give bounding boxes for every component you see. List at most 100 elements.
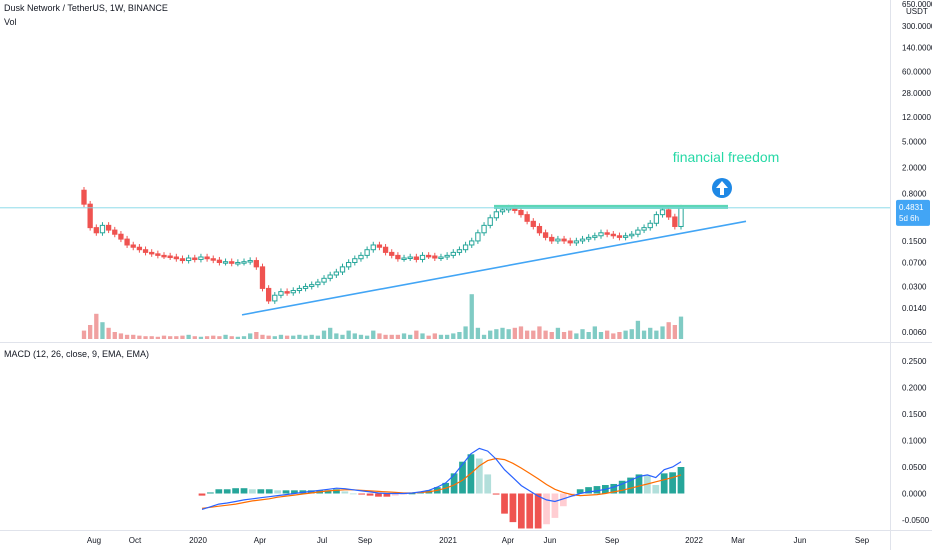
price-axis-label-2: 140.0000: [902, 43, 932, 52]
candle-body: [413, 256, 420, 260]
volume-bar: [451, 333, 456, 339]
candle-body: [598, 232, 604, 237]
volume-bar: [334, 333, 339, 339]
price-axis-label-13: 0.0140: [902, 304, 927, 313]
volume-bar: [364, 335, 370, 339]
time-axis-label-12: Jun: [794, 536, 807, 545]
volume-bar: [192, 336, 197, 339]
candle-body: [204, 256, 210, 260]
volume-bar: [543, 330, 548, 339]
candle-body: [345, 261, 352, 268]
volume-bar: [426, 335, 431, 339]
volume-bar: [420, 333, 425, 339]
volume-bar: [438, 334, 444, 339]
volume-bar: [592, 326, 597, 339]
macd-histogram-bar: [358, 493, 366, 495]
price-axis-label-7: 2.0000: [902, 164, 927, 173]
candle-body: [216, 259, 223, 263]
macd-histogram-bar: [450, 473, 458, 494]
macd-histogram-bar: [534, 493, 542, 529]
candle-body: [364, 249, 370, 256]
candle-body: [222, 261, 229, 264]
volume-bar: [580, 329, 585, 339]
price-axis-unit: USDT: [906, 7, 928, 16]
candle-body: [561, 238, 567, 242]
price-badge-countdown: 5d 6h: [899, 214, 919, 223]
volume-bar: [598, 332, 604, 339]
volume-bar: [561, 332, 567, 339]
candle-body: [586, 236, 592, 240]
macd-legend: MACD (12, 26, close, 9, EMA, EMA): [4, 349, 150, 359]
price-badge-value: 0.4831: [899, 203, 924, 212]
macd-histogram-bar: [324, 490, 332, 494]
volume-bar: [672, 325, 677, 339]
candle-body: [241, 261, 247, 264]
candle-body: [629, 233, 635, 237]
candle-body: [136, 246, 143, 251]
time-axis-label-2: 2020: [189, 536, 207, 545]
candle-body: [167, 255, 173, 259]
volume-bar: [408, 334, 413, 339]
candle-body: [247, 260, 253, 263]
candle-body: [284, 291, 290, 294]
candle-body: [659, 209, 666, 216]
macd-axis-label-3: 0.1000: [902, 437, 927, 446]
candle-body: [401, 257, 407, 261]
candle-body: [179, 258, 186, 262]
volume-bar: [94, 313, 99, 339]
candle-body: [573, 240, 580, 244]
volume-bar: [248, 333, 253, 339]
volume-bar: [568, 330, 573, 339]
macd-histogram-bar: [375, 493, 382, 497]
volume-bar: [118, 333, 124, 339]
volume-bar: [131, 334, 136, 339]
candle-body: [635, 229, 641, 235]
time-axis-label-7: Apr: [502, 536, 515, 545]
volume-bar: [198, 336, 204, 339]
candle-body: [542, 232, 549, 238]
volume-bar: [328, 327, 333, 339]
volume-bar: [112, 332, 117, 339]
candle-body: [124, 238, 130, 246]
candle-body: [259, 266, 266, 289]
candle-body: [536, 225, 543, 234]
volume-bar: [217, 336, 222, 339]
volume-bar: [549, 332, 554, 339]
macd-histogram-bar: [349, 493, 357, 495]
macd-axis-label-5: 0.0000: [902, 490, 927, 499]
candle-body: [475, 232, 481, 242]
macd-histogram-bar: [543, 493, 550, 525]
macd-histogram-bar: [459, 461, 466, 494]
macd-histogram-bar: [551, 493, 559, 518]
macd-histogram-bar: [240, 488, 248, 494]
macd-histogram-bar: [635, 474, 643, 494]
volume-bar: [654, 330, 659, 339]
macd-histogram-bar: [391, 493, 399, 496]
candle-body: [653, 214, 660, 224]
candle-body: [438, 256, 444, 259]
candle-body: [99, 224, 106, 234]
candle-body: [395, 254, 401, 260]
volume-legend: Vol: [4, 17, 17, 27]
macd-histogram-bar: [408, 493, 416, 495]
time-axis-label-1: Oct: [129, 536, 142, 545]
volume-bar: [635, 320, 641, 339]
volume-bar: [401, 333, 407, 339]
volume-bar: [297, 334, 302, 339]
candle-body: [142, 249, 149, 253]
volume-bar: [315, 335, 321, 339]
signal-line: [201, 457, 682, 509]
macd-histogram-bar: [257, 489, 265, 494]
volume-bar: [475, 327, 481, 339]
volume-bar: [321, 330, 327, 339]
candle-body: [456, 249, 463, 253]
price-axis-label-10: 0.1500: [902, 237, 927, 246]
candle-body: [185, 257, 192, 262]
volume-bar: [512, 327, 517, 339]
candle-body: [309, 284, 315, 287]
candle-body: [641, 227, 647, 231]
price-axis-label-1: 300.0000: [902, 22, 932, 31]
candle-body: [604, 232, 610, 235]
